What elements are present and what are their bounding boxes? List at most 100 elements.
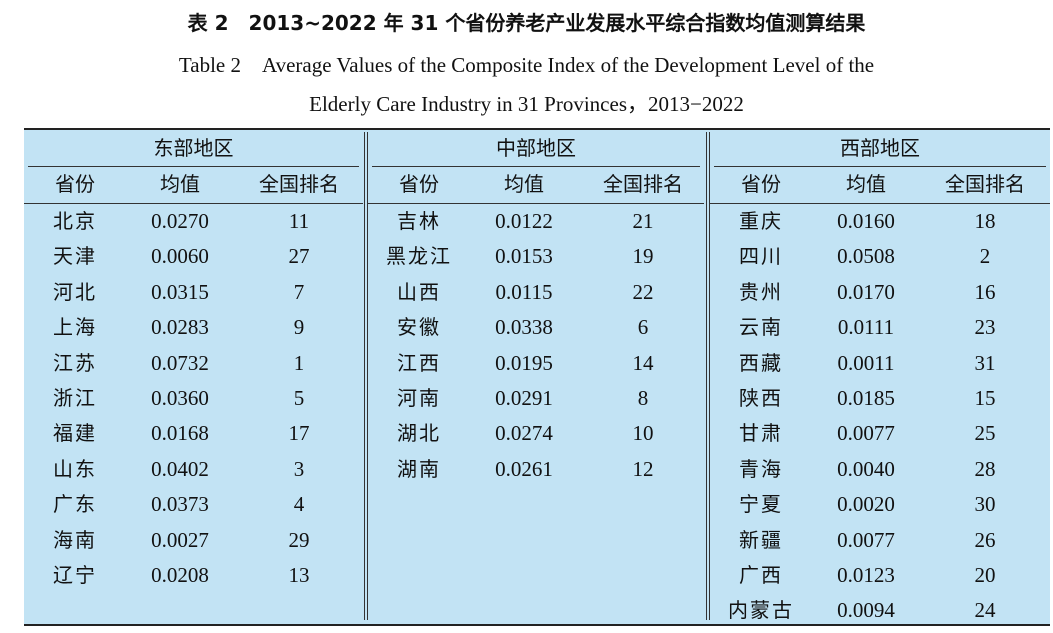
table-row: 江西 0.0195 14: [368, 346, 704, 381]
table-row: 广西 0.0123 20: [710, 558, 1050, 593]
header-province: 省份: [399, 172, 439, 196]
rank-cell: 9: [293, 315, 305, 340]
header-mean: 均值: [160, 172, 200, 196]
province-cell: 湖南: [397, 456, 441, 481]
province-cell: 上海: [53, 315, 97, 340]
mean-value-cell: 0.0020: [837, 492, 895, 517]
mean-value-cell: 0.0123: [837, 562, 895, 587]
province-cell: 重庆: [739, 209, 783, 233]
rank-cell: 25: [974, 421, 996, 446]
rank-cell: 6: [637, 315, 649, 340]
mean-value-cell: 0.0077: [837, 527, 895, 552]
rank-cell: 17: [288, 421, 310, 446]
rank-cell: 3: [293, 456, 305, 481]
header-rule: [368, 203, 704, 204]
table-row: 海南 0.0027 29: [24, 523, 363, 558]
mean-value-cell: 0.0315: [151, 279, 209, 304]
province-cell: 广西: [739, 562, 783, 587]
rank-cell: 21: [632, 209, 654, 233]
province-cell: 江西: [397, 350, 441, 375]
province-cell: 新疆: [739, 527, 783, 552]
mean-value-cell: 0.0195: [495, 350, 553, 375]
rank-cell: 19: [632, 244, 654, 269]
mean-value-cell: 0.0402: [151, 456, 209, 481]
province-cell: 青海: [739, 456, 783, 481]
header-province: 省份: [55, 172, 95, 196]
header-rank: 全国排名: [945, 172, 1025, 196]
rank-cell: 8: [637, 385, 649, 410]
table-row: 宁夏 0.0020 30: [710, 487, 1050, 522]
table-row: 河北 0.0315 7: [24, 275, 363, 310]
rank-cell: 2: [979, 244, 991, 269]
table-row: 山东 0.0402 3: [24, 452, 363, 487]
mean-value-cell: 0.0153: [495, 244, 553, 269]
header-rank: 全国排名: [259, 172, 339, 196]
table-row: 甘肃 0.0077 25: [710, 416, 1050, 451]
table-row: 新疆 0.0077 26: [710, 523, 1050, 558]
mean-value-cell: 0.0373: [151, 492, 209, 517]
table-row: 河南 0.0291 8: [368, 381, 704, 416]
mean-value-cell: 0.0732: [151, 350, 209, 375]
mean-value-cell: 0.0122: [495, 209, 553, 233]
rank-cell: 4: [293, 492, 305, 517]
province-cell: 甘肃: [739, 421, 783, 446]
mean-value-cell: 0.0274: [495, 421, 553, 446]
rank-cell: 13: [288, 562, 310, 587]
province-cell: 安徽: [397, 315, 441, 340]
table-row: 辽宁 0.0208 13: [24, 558, 363, 593]
table-row: 吉林 0.0122 21: [368, 204, 704, 239]
mean-value-cell: 0.0208: [151, 562, 209, 587]
column-header-row: 省份 均值 全国排名: [368, 167, 704, 202]
province-cell: 内蒙古: [728, 598, 794, 623]
table-row: 西藏 0.0011 31: [710, 346, 1050, 381]
province-cell: 天津: [53, 244, 97, 269]
mean-value-cell: 0.0185: [837, 385, 895, 410]
region-title-rule: [28, 166, 359, 167]
province-cell: 云南: [739, 315, 783, 340]
province-cell: 广东: [53, 492, 97, 517]
province-cell: 山西: [397, 279, 441, 304]
header-rule: [24, 203, 363, 204]
region-west: 西部地区 省份 均值 全国排名 重庆 0.0160 18 四川 0.0508 2 贵州 0.0…: [710, 130, 1050, 624]
province-cell: 湖北: [397, 421, 441, 446]
rank-cell: 31: [974, 350, 996, 375]
rank-cell: 26: [974, 527, 996, 552]
rank-cell: 30: [974, 492, 996, 517]
table-row: 重庆 0.0160 18: [710, 204, 1050, 239]
province-cell: 吉林: [397, 209, 441, 233]
mean-value-cell: 0.0115: [495, 279, 553, 304]
rank-cell: 11: [288, 209, 310, 233]
province-cell: 江苏: [53, 350, 97, 375]
mean-value-cell: 0.0508: [837, 244, 895, 269]
province-cell: 福建: [53, 421, 97, 446]
table-title-chinese: 表 2 2013~2022 年 31 个省份养老产业发展水平综合指数均值测算结果: [187, 11, 866, 35]
mean-value-cell: 0.0094: [837, 598, 895, 623]
table-row: 福建 0.0168 17: [24, 416, 363, 451]
table-row: 贵州 0.0170 16: [710, 275, 1050, 310]
rank-cell: 20: [974, 562, 996, 587]
rank-cell: 27: [288, 244, 310, 269]
column-separator: [364, 132, 368, 620]
mean-value-cell: 0.0111: [837, 315, 895, 340]
table-title-english-line-2: Elderly Care Industry in 31 Provinces，20…: [309, 92, 744, 116]
province-cell: 四川: [739, 244, 783, 269]
header-rank: 全国排名: [603, 172, 683, 196]
mean-value-cell: 0.0168: [151, 421, 209, 446]
mean-value-cell: 0.0060: [151, 244, 209, 269]
table-row: 安徽 0.0338 6: [368, 310, 704, 345]
table-row: 广东 0.0373 4: [24, 487, 363, 522]
region-title: 西部地区: [840, 136, 920, 160]
province-cell: 河南: [397, 385, 441, 410]
mean-value-cell: 0.0338: [495, 315, 553, 340]
province-cell: 浙江: [53, 385, 97, 410]
mean-value-cell: 0.0360: [151, 385, 209, 410]
table-row: 内蒙古 0.0094 24: [710, 593, 1050, 628]
header-mean: 均值: [504, 172, 544, 196]
mean-value-cell: 0.0283: [151, 315, 209, 340]
mean-value-cell: 0.0027: [151, 527, 209, 552]
column-header-row: 省份 均值 全国排名: [710, 167, 1050, 202]
province-cell: 黑龙江: [386, 244, 452, 269]
province-cell: 贵州: [739, 279, 783, 304]
mean-value-cell: 0.0291: [495, 385, 553, 410]
region-title: 中部地区: [496, 136, 576, 160]
